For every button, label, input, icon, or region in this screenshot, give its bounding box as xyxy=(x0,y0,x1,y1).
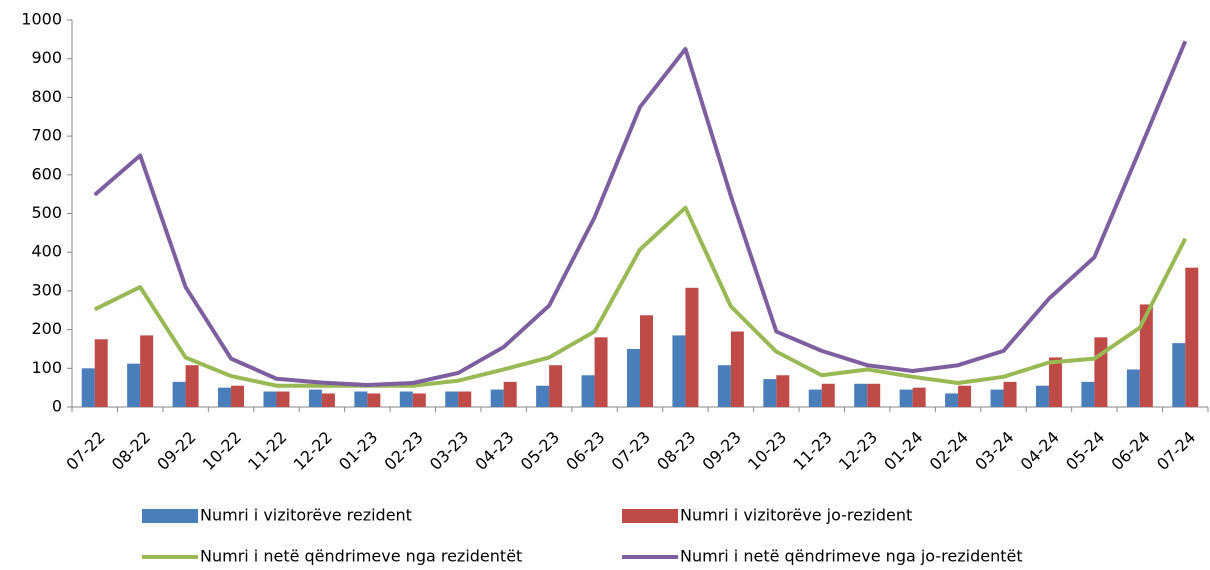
bar xyxy=(685,287,699,407)
bar xyxy=(321,393,335,407)
x-tick-label: 07-24 xyxy=(1153,428,1199,474)
y-tick-label: 500 xyxy=(31,203,62,222)
bar xyxy=(185,365,199,407)
bar xyxy=(627,348,640,407)
bar xyxy=(140,335,154,407)
legend-label: Numri i vizitorëve jo-rezident xyxy=(680,506,912,525)
x-tick-label: 08-23 xyxy=(653,428,699,474)
legend-swatch xyxy=(142,509,198,523)
bar xyxy=(990,389,1004,407)
x-tick-label: 10-22 xyxy=(199,428,245,474)
bar xyxy=(1094,337,1108,407)
x-tick-label: 10-23 xyxy=(744,428,790,474)
x-tick-label: 12-22 xyxy=(290,428,336,474)
bar xyxy=(717,365,731,407)
bar xyxy=(172,381,186,407)
legend-label: Numri i netë qëndrimeve nga rezidentët xyxy=(200,547,522,566)
bar xyxy=(549,365,563,407)
y-tick-label: 100 xyxy=(31,358,62,377)
bar xyxy=(912,387,926,407)
y-tick-label: 300 xyxy=(31,280,62,299)
bar xyxy=(1172,343,1186,407)
x-tick-label: 05-23 xyxy=(517,428,563,474)
bar xyxy=(776,375,790,407)
x-tick-label: 01-24 xyxy=(880,428,926,474)
x-tick-label: 06-23 xyxy=(562,428,608,474)
y-tick-label: 1000 xyxy=(21,10,62,29)
bar xyxy=(367,393,381,407)
bar xyxy=(945,393,959,407)
y-tick-label: 200 xyxy=(31,319,62,338)
bar xyxy=(263,391,277,407)
bar xyxy=(808,389,822,407)
y-tick-label: 600 xyxy=(31,164,62,183)
bar xyxy=(490,389,504,407)
bar xyxy=(445,391,459,407)
bar xyxy=(399,391,413,407)
x-tick-label: 04-23 xyxy=(471,428,517,474)
bar xyxy=(594,337,608,407)
y-tick-label: 700 xyxy=(31,126,62,145)
legend-swatch xyxy=(622,509,678,523)
bar xyxy=(1126,369,1140,407)
x-tick-label: 02-24 xyxy=(926,428,972,474)
bar xyxy=(94,339,108,407)
bar xyxy=(218,387,232,407)
bar xyxy=(231,385,245,407)
x-tick-label: 07-23 xyxy=(608,428,654,474)
y-tick-label: 800 xyxy=(31,87,62,106)
x-tick-label: 01-23 xyxy=(335,428,381,474)
x-tick-label: 11-22 xyxy=(244,428,290,474)
x-tick-label: 09-23 xyxy=(699,428,745,474)
bar xyxy=(581,375,595,407)
bar xyxy=(458,391,472,407)
bar xyxy=(867,383,881,407)
bar xyxy=(354,391,368,407)
bar xyxy=(308,389,322,407)
bar xyxy=(536,385,550,407)
x-tick-label: 05-24 xyxy=(1062,428,1108,474)
bar xyxy=(763,379,777,407)
legend-label: Numri i vizitorëve rezident xyxy=(200,506,412,525)
x-tick-label: 03-23 xyxy=(426,428,472,474)
line-series xyxy=(93,205,1188,388)
bar xyxy=(1185,267,1199,407)
bar xyxy=(730,331,744,407)
bar xyxy=(1139,304,1153,407)
bar xyxy=(672,335,686,407)
legend-label: Numri i netë qëndrimeve nga jo-rezidentë… xyxy=(680,547,1023,566)
bar xyxy=(899,389,913,407)
x-tick-label: 03-24 xyxy=(971,428,1017,474)
line-series xyxy=(93,40,1188,387)
x-tick-label: 06-24 xyxy=(1108,428,1154,474)
x-tick-label: 07-22 xyxy=(62,428,108,474)
bar xyxy=(958,385,972,407)
x-tick-label: 08-22 xyxy=(108,428,154,474)
bar xyxy=(412,393,426,407)
x-tick-label: 12-23 xyxy=(835,428,881,474)
bar xyxy=(503,381,517,407)
bar xyxy=(1081,381,1095,407)
x-tick-label: 04-24 xyxy=(1017,428,1063,474)
bar xyxy=(640,315,653,407)
bar xyxy=(821,383,835,407)
y-tick-label: 900 xyxy=(31,48,62,67)
bar xyxy=(81,368,95,407)
bar xyxy=(276,391,290,407)
x-tick-label: 09-22 xyxy=(153,428,199,474)
x-tick-label: 11-23 xyxy=(789,428,835,474)
x-tick-label: 02-23 xyxy=(380,428,426,474)
bar xyxy=(1003,381,1017,407)
bar xyxy=(854,383,868,407)
y-tick-label: 400 xyxy=(31,242,62,261)
bar xyxy=(127,363,141,407)
y-tick-label: 0 xyxy=(52,397,62,416)
bar xyxy=(1035,385,1049,407)
bar xyxy=(1048,357,1062,407)
